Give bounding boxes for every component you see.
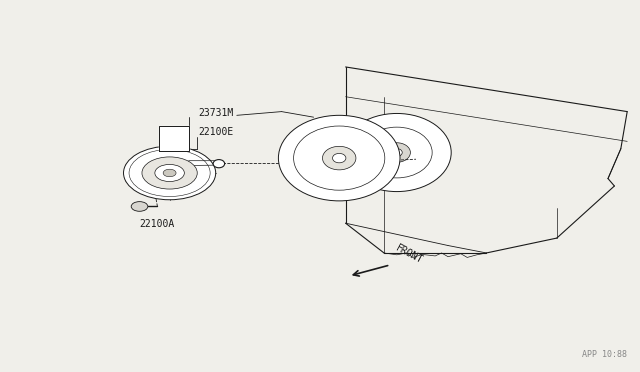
Text: APP 10:88: APP 10:88	[582, 350, 627, 359]
Ellipse shape	[362, 127, 432, 178]
Ellipse shape	[294, 126, 385, 190]
Ellipse shape	[323, 146, 356, 170]
Circle shape	[131, 202, 148, 211]
Ellipse shape	[392, 148, 403, 157]
Ellipse shape	[342, 113, 451, 192]
Polygon shape	[186, 161, 218, 166]
Ellipse shape	[333, 153, 346, 163]
Ellipse shape	[383, 143, 410, 162]
Circle shape	[124, 146, 216, 200]
Circle shape	[142, 157, 197, 189]
Circle shape	[163, 169, 176, 177]
Text: 22100A: 22100A	[140, 219, 175, 229]
Ellipse shape	[213, 160, 225, 168]
Text: FRONT: FRONT	[394, 243, 424, 266]
Text: 23731M: 23731M	[198, 108, 234, 118]
Circle shape	[129, 150, 210, 196]
Text: 22100E: 22100E	[198, 127, 234, 137]
Polygon shape	[159, 126, 189, 151]
Ellipse shape	[278, 115, 400, 201]
Circle shape	[155, 164, 184, 182]
